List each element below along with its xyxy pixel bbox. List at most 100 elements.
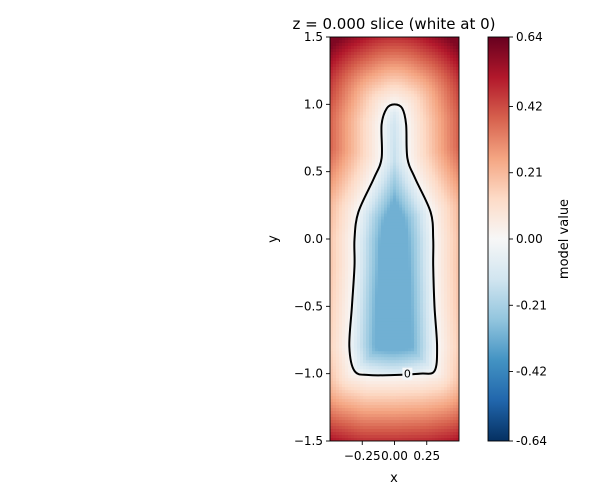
heatmap-cell: [438, 54, 442, 59]
heatmap-cell: [444, 219, 448, 224]
heatmap-cell: [348, 153, 352, 158]
heatmap-cell: [363, 186, 367, 191]
heatmap-cell: [372, 189, 376, 194]
heatmap-cell: [405, 276, 409, 280]
heatmap-cell: [450, 330, 454, 334]
heatmap-cell: [369, 93, 373, 98]
heatmap-cell: [432, 378, 436, 382]
heatmap-cell: [441, 333, 445, 337]
heatmap-cell: [417, 51, 421, 56]
heatmap-cell: [417, 96, 421, 101]
heatmap-cell: [429, 375, 433, 379]
heatmap-cell: [405, 105, 409, 110]
heatmap-cell: [447, 39, 451, 44]
heatmap-cell: [420, 309, 424, 313]
heatmap-cell: [426, 111, 430, 116]
heatmap-cell: [351, 246, 355, 250]
heatmap-cell: [378, 183, 382, 188]
heatmap-cell: [408, 81, 412, 86]
heatmap-cell: [396, 306, 400, 310]
heatmap-cell: [444, 309, 448, 313]
heatmap-cell: [375, 264, 379, 268]
heatmap-cell: [369, 111, 373, 116]
heatmap-cell: [435, 186, 439, 191]
heatmap-cell: [405, 207, 409, 212]
heatmap-cell: [369, 369, 373, 373]
heatmap-cell: [357, 141, 361, 146]
heatmap-cell: [408, 129, 412, 134]
heatmap-cell: [417, 66, 421, 71]
heatmap-cell: [447, 288, 451, 292]
heatmap-cell: [387, 120, 391, 125]
heatmap-cell: [408, 135, 412, 140]
heatmap-cell: [432, 105, 436, 110]
heatmap-cell: [423, 96, 427, 101]
heatmap-cell: [417, 291, 421, 295]
heatmap-cell: [333, 324, 337, 328]
heatmap-cell: [351, 351, 355, 355]
heatmap-cell: [414, 198, 418, 203]
heatmap-cell: [441, 324, 445, 328]
heatmap-cell: [375, 162, 379, 167]
heatmap-cell: [342, 201, 346, 206]
heatmap-cell: [423, 381, 427, 385]
heatmap-cell: [438, 177, 442, 182]
heatmap-cell: [345, 105, 349, 110]
heatmap-cell: [330, 183, 334, 188]
heatmap-cell: [450, 105, 454, 110]
heatmap-cell: [375, 42, 379, 47]
heatmap-cell: [339, 309, 343, 313]
heatmap-cell: [423, 279, 427, 283]
heatmap-cell: [438, 213, 442, 218]
heatmap-cell: [441, 117, 445, 122]
heatmap-cell: [348, 84, 352, 89]
heatmap-cell: [411, 318, 415, 322]
heatmap-cell: [330, 318, 334, 322]
heatmap-cell: [405, 90, 409, 95]
heatmap-cell: [441, 102, 445, 107]
heatmap-cell: [426, 234, 430, 238]
heatmap-cell: [369, 351, 373, 355]
heatmap-cell: [354, 297, 358, 301]
heatmap-cell: [387, 381, 391, 385]
heatmap-cell: [366, 111, 370, 116]
heatmap-cell: [351, 72, 355, 77]
heatmap-cell: [348, 201, 352, 206]
heatmap-cell: [360, 132, 364, 137]
heatmap-cell: [369, 198, 373, 203]
heatmap-cell: [414, 330, 418, 334]
heatmap-cell: [330, 78, 334, 83]
heatmap-cell: [441, 309, 445, 313]
heatmap-cell: [348, 285, 352, 289]
heatmap-cell: [366, 267, 370, 271]
heatmap-cell: [432, 183, 436, 188]
heatmap-cell: [396, 303, 400, 307]
heatmap-cell: [363, 177, 367, 182]
heatmap-cell: [414, 207, 418, 212]
heatmap-cell: [342, 258, 346, 262]
heatmap-cell: [393, 126, 397, 131]
heatmap-cell: [342, 150, 346, 155]
heatmap-cell: [402, 189, 406, 194]
heatmap-cell: [339, 84, 343, 89]
heatmap-cell: [333, 354, 337, 358]
heatmap-cell: [399, 81, 403, 86]
heatmap-cell: [381, 60, 385, 65]
heatmap-cell: [402, 252, 406, 256]
heatmap-cell: [369, 228, 373, 233]
heatmap-cell: [339, 324, 343, 328]
heatmap-cell: [411, 37, 415, 41]
heatmap-cell: [339, 219, 343, 224]
heatmap-cell: [381, 321, 385, 325]
heatmap-cell: [417, 318, 421, 322]
heatmap-cell: [363, 102, 367, 107]
heatmap-cell: [411, 63, 415, 68]
heatmap-cell: [399, 330, 403, 334]
heatmap-cell: [402, 81, 406, 86]
heatmap-cell: [456, 231, 459, 236]
heatmap-cell: [357, 138, 361, 143]
heatmap-cell: [375, 306, 379, 310]
heatmap-cell: [378, 186, 382, 191]
heatmap-cell: [438, 102, 442, 107]
heatmap-cell: [378, 279, 382, 283]
